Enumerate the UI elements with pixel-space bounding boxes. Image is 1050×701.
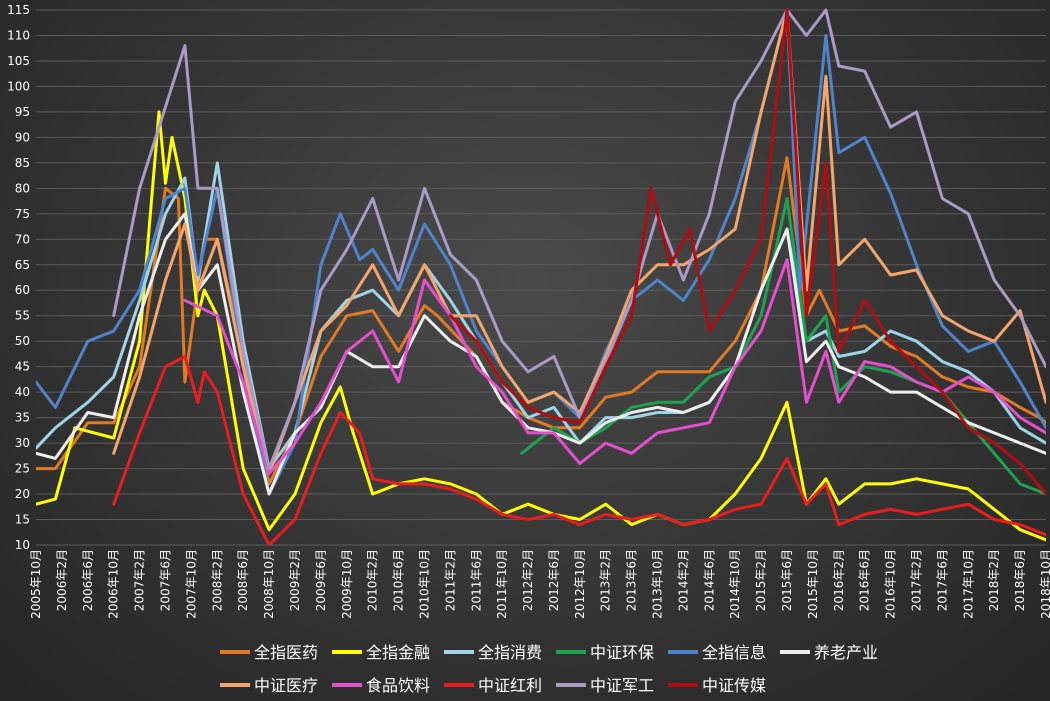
x-tick-label: 2010年6月 [392,549,406,611]
y-tick-label: 60 [15,283,30,297]
x-tick-label: 2006年10月 [107,549,121,619]
x-tick-label: 2016年6月 [858,549,872,611]
legend-label: 中证传媒 [702,676,766,695]
x-tick-label: 2014年6月 [702,549,716,611]
x-tick-label: 2017年10月 [961,549,975,619]
series-line [112,355,1046,545]
x-tick-label: 2009年2月 [288,549,302,611]
x-tick-label: 2011年2月 [443,549,457,611]
x-tick-label: 2012年2月 [521,549,535,611]
series-line [520,197,1046,496]
x-axis: 2005年10月 2006年2月 2006年6月 2006年10月 2007年2月 200… [29,549,1050,619]
x-tick-label: 2011年10月 [495,549,509,619]
y-tick-label: 105 [7,54,30,68]
x-tick-label: 2005年10月 [29,549,43,619]
x-tick-label: 2018年6月 [1013,549,1027,611]
legend-label: 中证军工 [590,676,654,695]
x-tick-label: 2010年2月 [366,549,380,611]
legend-label: 养老产业 [814,643,878,662]
legend-label: 中证红利 [478,676,542,695]
y-tick-label: 55 [15,309,30,323]
y-tick-label: 90 [15,130,30,144]
legend-label: 食品饮料 [366,676,430,695]
x-tick-label: 2015年10月 [806,549,820,619]
y-tick-label: 45 [15,360,30,374]
x-tick-label: 2007年2月 [133,549,147,611]
legend-label: 全指信息 [702,643,766,662]
y-tick-label: 85 [15,156,30,170]
x-tick-label: 2011年6月 [469,549,483,611]
series-line [112,8,1046,476]
y-tick-label: 65 [15,258,30,272]
x-tick-label: 2008年10月 [262,549,276,619]
x-tick-label: 2007年10月 [184,549,198,619]
series-line [112,8,1046,471]
x-tick-label: 2017年6月 [935,549,949,611]
series-line [183,258,1046,476]
x-tick-label: 2012年10月 [573,549,587,619]
x-tick-label: 2012年6月 [547,549,561,611]
legend-label: 全指金融 [366,643,430,662]
x-tick-label: 2016年10月 [884,549,898,619]
y-tick-label: 110 [7,28,30,42]
y-tick-label: 40 [15,385,30,399]
y-tick-label: 10 [15,538,30,552]
x-tick-label: 2013年2月 [599,549,613,611]
x-tick-label: 2008年2月 [210,549,224,611]
plot-area [36,8,1046,545]
y-tick-label: 70 [15,232,30,246]
x-tick-label: 2015年6月 [780,549,794,611]
x-tick-label: 2008年6月 [236,549,250,611]
y-tick-label: 75 [15,207,30,221]
x-tick-label: 2015年2月 [754,549,768,611]
y-tick-label: 15 [15,513,30,527]
y-tick-label: 115 [7,3,30,17]
y-tick-label: 95 [15,105,30,119]
x-tick-label: 2006年6月 [81,549,95,611]
series-line [448,8,1046,496]
x-tick-label: 2013年10月 [651,549,665,619]
x-tick-label: 2014年10月 [728,549,742,619]
y-tick-label: 100 [7,79,30,93]
x-tick-label: 2018年10月 [1039,549,1050,619]
series-line [36,110,1046,542]
legend-label: 全指消费 [478,643,542,662]
y-tick-label: 35 [15,411,30,425]
legend-label: 中证医疗 [254,676,318,695]
x-tick-label: 2017年2月 [910,549,924,611]
x-tick-label: 2006年2月 [55,549,69,611]
x-tick-label: 2014年2月 [676,549,690,611]
y-axis: 10 15 20 25 30 35 40 45 50 55 60 65 70 75 80 85 90 95 100 1… [7,3,30,552]
series-line [36,156,1046,486]
x-tick-label: 2009年10月 [340,549,354,619]
x-tick-label: 2016年2月 [832,549,846,611]
y-tick-label: 50 [15,334,30,348]
x-tick-label: 2010年10月 [417,549,431,619]
x-tick-label: 2018年2月 [987,549,1001,611]
x-tick-label: 2013年6月 [625,549,639,611]
legend-label: 全指医药 [254,643,318,662]
x-tick-label: 2009年6月 [314,549,328,611]
y-tick-label: 30 [15,436,30,450]
legend-label: 中证环保 [590,643,654,662]
x-tick-label: 2007年6月 [158,549,172,611]
y-tick-label: 25 [15,462,30,476]
y-tick-label: 80 [15,181,30,195]
y-tick-label: 20 [15,487,30,501]
